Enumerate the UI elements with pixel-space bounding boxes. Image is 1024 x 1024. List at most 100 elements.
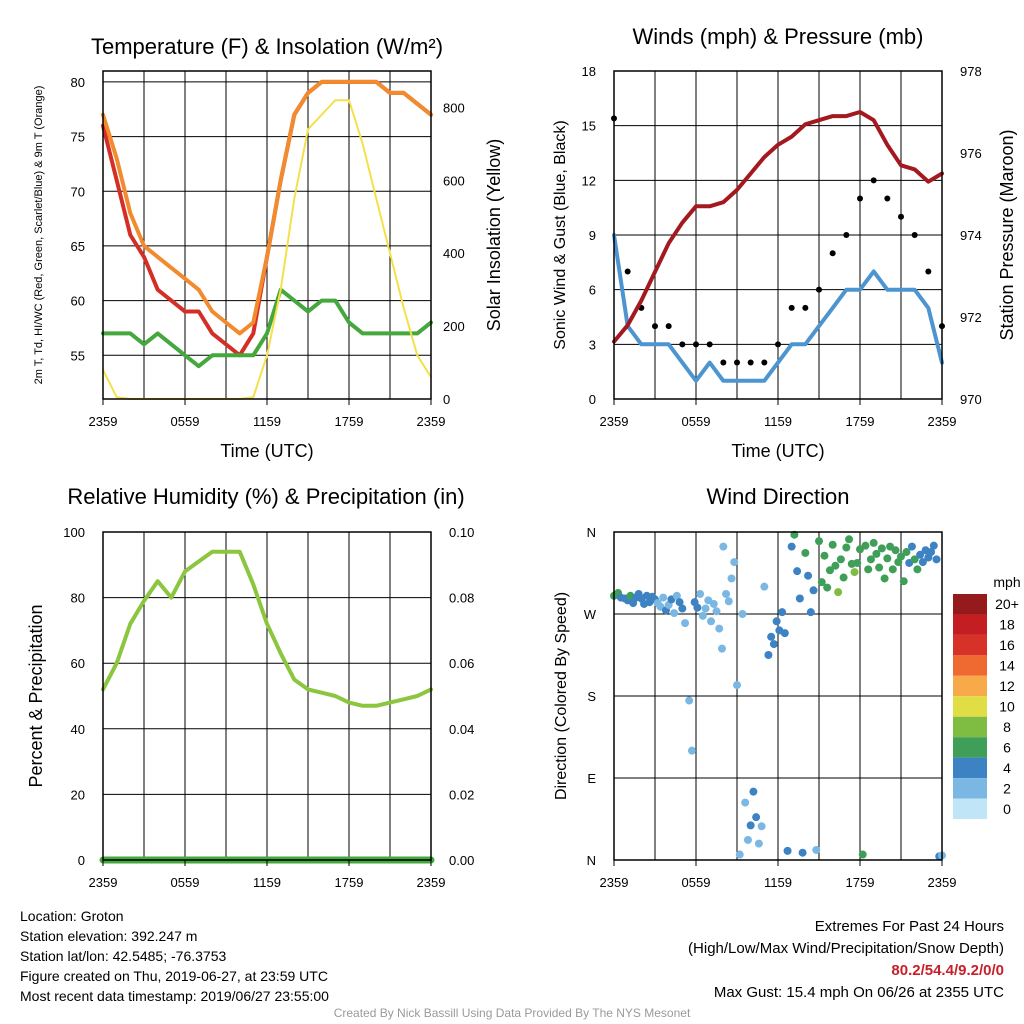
pressure-y-tick-label: 970 bbox=[960, 392, 982, 407]
wind-direction-point bbox=[783, 846, 792, 855]
gust-point bbox=[843, 232, 850, 238]
wind-direction-point bbox=[913, 565, 922, 574]
wind-direction-point bbox=[769, 640, 778, 649]
wind-y-tick-label: 6 bbox=[589, 283, 596, 298]
wind-direction-panel: Wind Direction Direction (Colored By Spe… bbox=[553, 484, 1021, 800]
wind-direction-point bbox=[902, 548, 911, 557]
gust-point bbox=[788, 304, 795, 311]
colorbar-label: 10 bbox=[999, 699, 1015, 715]
colorbar-label: 6 bbox=[1003, 739, 1011, 755]
station-info: Location: Groton Station elevation: 392.… bbox=[20, 906, 329, 1006]
wind-direction-point bbox=[825, 566, 834, 575]
colorbar-title: mph bbox=[993, 574, 1020, 590]
wind-direction-point bbox=[842, 543, 851, 552]
wind-direction-point bbox=[730, 558, 739, 567]
temp-y-tick-label: 80 bbox=[71, 75, 85, 90]
colorbar-label: 0 bbox=[1003, 801, 1011, 817]
wind-direction-point bbox=[767, 632, 776, 641]
colorbar-swatch bbox=[953, 634, 987, 656]
wind-x-tick-label: 0559 bbox=[682, 414, 711, 429]
precip-y-tick-label: 0.00 bbox=[449, 853, 474, 868]
wind-direction-point bbox=[712, 607, 721, 616]
dir-x-tick-label: 1159 bbox=[764, 875, 792, 890]
wind-direction-point bbox=[798, 848, 807, 857]
wind-direction-point bbox=[817, 578, 826, 587]
dir-y-tick-label: W bbox=[584, 607, 597, 622]
extremes-info: Extremes For Past 24 Hours (High/Low/Max… bbox=[688, 916, 1004, 1004]
dir-x-tick-label: 2359 bbox=[600, 875, 629, 890]
colorbar-swatch bbox=[953, 614, 987, 635]
series-line-station-pressure bbox=[612, 110, 944, 344]
colorbar-swatch bbox=[953, 675, 987, 697]
temperature-title: Temperature (F) & Insolation (W/m²) bbox=[91, 34, 443, 59]
wind-y-tick-label: 12 bbox=[582, 173, 596, 188]
colorbar-label: 20+ bbox=[995, 596, 1019, 612]
wind-direction-point bbox=[675, 598, 684, 607]
wind-direction-point bbox=[719, 542, 728, 551]
gust-point bbox=[747, 359, 754, 366]
dir-y-tick-label: S bbox=[587, 689, 596, 704]
wind-direction-point bbox=[701, 604, 710, 613]
wind-direction-point bbox=[709, 599, 718, 608]
wind-direction-point bbox=[778, 608, 787, 617]
wind-direction-point bbox=[698, 611, 707, 620]
wind-y-tick-label: 3 bbox=[589, 337, 596, 352]
temp-y-tick-label: 75 bbox=[71, 130, 85, 145]
temperature-x-label: Time (UTC) bbox=[220, 441, 313, 461]
wind-direction-point bbox=[754, 839, 763, 848]
max-gust-text: Max Gust: 15.4 mph On 06/26 at 2355 UTC bbox=[713, 984, 1004, 1001]
wind-direction-point bbox=[927, 548, 936, 557]
wind-direction-y-label: Direction (Colored By Speed) bbox=[553, 592, 570, 800]
wind-direction-point bbox=[670, 609, 679, 618]
gust-point bbox=[693, 341, 699, 348]
wind-direction-point bbox=[858, 850, 867, 859]
series-line-wind bbox=[612, 233, 944, 383]
recent-data-text: Most recent data timestamp: 2019/06/27 2… bbox=[20, 988, 329, 1004]
extremes-subtitle: (High/Low/Max Wind/Precipitation/Snow De… bbox=[688, 940, 1004, 957]
gust-point bbox=[898, 213, 904, 220]
humidity-title: Relative Humidity (%) & Precipitation (i… bbox=[67, 484, 464, 509]
wind-y-tick-label: 0 bbox=[589, 392, 596, 407]
wind-y-tick-label: 9 bbox=[589, 228, 596, 243]
gust-point bbox=[925, 268, 932, 275]
wind-direction-point bbox=[681, 619, 690, 628]
pressure-y-tick-label: 974 bbox=[960, 228, 982, 243]
wind-direction-point bbox=[869, 538, 878, 547]
wind-direction-point bbox=[883, 554, 892, 563]
created-text: Figure created on Thu, 2019-06-27, at 23… bbox=[20, 968, 328, 984]
wind-direction-point bbox=[735, 850, 744, 859]
insolation-y-label: Solar Insolation (Yellow) bbox=[484, 139, 504, 331]
temp-y-tick-label: 65 bbox=[71, 239, 85, 254]
wind-direction-point bbox=[828, 540, 837, 549]
gust-point bbox=[911, 232, 918, 238]
gust-point bbox=[884, 195, 891, 202]
temperature-y-label: 2m T, Td, HI/WC (Red, Green, Scarlet/Blu… bbox=[33, 86, 45, 385]
wind-direction-point bbox=[845, 535, 854, 544]
wind-direction-point bbox=[891, 546, 900, 555]
colorbar-swatch bbox=[953, 594, 987, 615]
wind-direction-point bbox=[743, 835, 752, 844]
gust-point bbox=[679, 341, 686, 348]
wind-direction-point bbox=[696, 589, 705, 598]
wind-direction-point bbox=[836, 555, 845, 564]
colorbar-swatch bbox=[953, 737, 987, 758]
pressure-y-tick-label: 976 bbox=[960, 146, 982, 161]
wind-direction-point bbox=[877, 544, 886, 553]
wind-direction-point bbox=[724, 597, 733, 606]
wind-direction-point bbox=[772, 617, 781, 626]
gust-point bbox=[652, 323, 658, 330]
wind-direction-point bbox=[820, 551, 829, 560]
wind-direction-point bbox=[897, 552, 905, 561]
wind-direction-point bbox=[823, 583, 832, 592]
temp-x-tick-label: 1759 bbox=[335, 414, 364, 429]
wind-direction-point bbox=[722, 589, 731, 598]
wind-direction-point bbox=[733, 681, 741, 690]
dir-y-tick-label: E bbox=[587, 771, 596, 786]
wind-direction-point bbox=[899, 577, 908, 586]
precip-y-tick-label: 0.04 bbox=[449, 722, 474, 737]
wind-direction-point bbox=[707, 617, 716, 626]
wind-direction-point bbox=[907, 542, 916, 551]
wind-direction-point bbox=[685, 696, 694, 705]
gust-point bbox=[624, 268, 631, 275]
series-line-td bbox=[101, 287, 433, 369]
